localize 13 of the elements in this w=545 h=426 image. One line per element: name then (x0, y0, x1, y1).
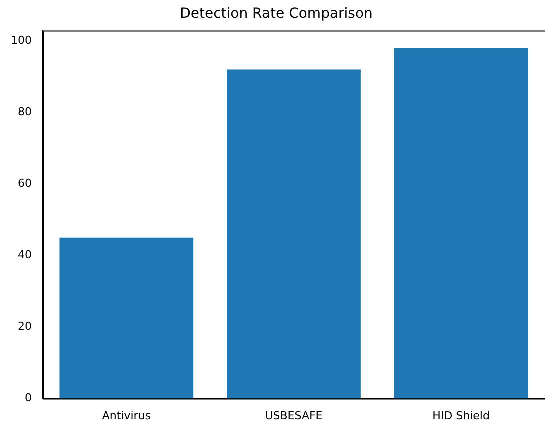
y-tick-label: 80 (18, 106, 32, 119)
x-tick-label: USBESAFE (265, 409, 323, 422)
bar (394, 48, 528, 399)
y-tick-label: 0 (24, 392, 32, 405)
bar (60, 238, 194, 399)
x-tick-label: Antivirus (102, 409, 152, 422)
y-tick-label: 100 (10, 34, 32, 48)
chart-title: Detection Rate Comparison (180, 6, 373, 22)
y-tick-label: 60 (18, 177, 32, 190)
y-tick-label: 20 (18, 320, 32, 334)
bar (227, 70, 361, 399)
x-tick-label: HID Shield (432, 409, 490, 422)
y-tick-label: 40 (18, 248, 32, 262)
